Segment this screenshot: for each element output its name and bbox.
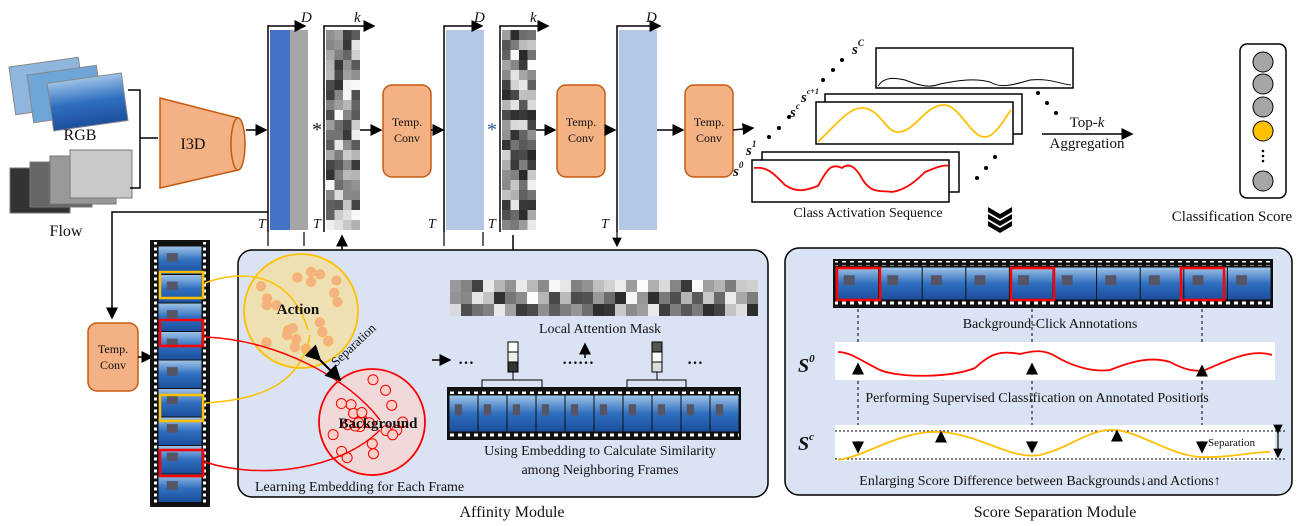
separation-label-right: Separation: [1208, 437, 1256, 449]
svg-text:sc: sc: [789, 101, 800, 121]
feature-map-1: [267, 20, 308, 232]
cas-label: Class Activation Sequence: [793, 206, 942, 221]
sc-label: Sc: [798, 431, 814, 455]
i3d-backbone: [159, 97, 246, 189]
enlarging-label: Enlarging Score Difference between Backg…: [859, 474, 1220, 489]
similarity-label-2: among Neighboring Frames: [521, 463, 678, 478]
ellipsis-3: …: [687, 351, 703, 368]
temp-conv-3: Temp. Conv: [684, 84, 734, 178]
frame-filmstrip-annotated: [833, 259, 1273, 308]
frame-filmstrip-vertical: [150, 240, 210, 507]
svg-text:Conv: Conv: [568, 131, 594, 145]
dim-d-3: D: [645, 10, 657, 26]
dim-t-3: T: [428, 217, 437, 232]
temp-conv-2: Temp. Conv: [556, 84, 606, 178]
temp-conv-embedding: Temp. Conv: [87, 322, 139, 392]
cas-labels: s0 s1 sc sc+1 sC: [732, 38, 865, 180]
input-merge-line: [128, 89, 158, 189]
classification-score-label: Classification Score: [1172, 209, 1293, 225]
chevron-down-icon: [988, 207, 1012, 233]
separation-arrow: [304, 344, 342, 382]
background-label: Background: [339, 416, 419, 432]
dim-k-2: k: [530, 10, 537, 26]
svg-text:Conv: Conv: [696, 131, 722, 145]
dim-t-4: T: [488, 217, 497, 232]
cas-dots: [767, 58, 1058, 180]
rgb-frames: [8, 56, 129, 132]
attention-weights-1: [326, 30, 360, 230]
annotations-label: Background-Click Annotations: [963, 317, 1138, 332]
frame-filmstrip-affinity: [447, 387, 741, 440]
i3d-label: I3D: [181, 136, 206, 153]
affinity-module-title: Affinity Module: [459, 504, 564, 521]
svg-text:sc+1: sc+1: [800, 87, 819, 106]
local-attention-mask: [450, 280, 758, 316]
temp-conv-1: Temp. Conv: [382, 84, 432, 178]
conv-operator-1: *: [312, 119, 322, 141]
classification-score-vector: [1239, 43, 1287, 199]
svg-text:Conv: Conv: [394, 131, 420, 145]
mask-label: Local Attention Mask: [539, 322, 661, 337]
s0-label: S0: [798, 353, 815, 377]
flow-label: Flow: [50, 223, 83, 240]
rgb-label: RGB: [64, 127, 97, 144]
topk-label: Top-k: [1070, 115, 1105, 131]
similarity-label-1: Using Embedding to Calculate Similarity: [484, 444, 716, 459]
feature-map-3: [616, 20, 662, 232]
similarity-vector-2: [626, 341, 687, 387]
similarity-vector-1: [481, 341, 543, 387]
svg-text:Temp.: Temp.: [694, 115, 724, 129]
svg-text:Temp.: Temp.: [566, 115, 596, 129]
feature-map-2: [443, 20, 484, 232]
svg-text:sC: sC: [851, 38, 865, 58]
dim-t-5: T: [601, 217, 610, 232]
svg-text:s0: s0: [732, 160, 744, 180]
ellipsis-1: …: [458, 351, 474, 368]
conv-operator-2: *: [487, 119, 497, 141]
dim-k-1: k: [354, 10, 361, 26]
svg-text:s1: s1: [745, 139, 756, 159]
svg-text:Conv: Conv: [100, 358, 126, 372]
dim-d-2: D: [473, 10, 485, 26]
dim-t-2: T: [313, 217, 322, 232]
embedding-label: Learning Embedding for Each Frame: [255, 480, 464, 495]
action-label: Action: [277, 302, 320, 318]
score-separation-title: Score Separation Module: [974, 504, 1137, 521]
ellipsis-2: ……: [562, 351, 594, 368]
svg-text:Temp.: Temp.: [392, 115, 422, 129]
attention-weights-2: [502, 30, 536, 230]
supervised-label: Performing Supervised Classification on …: [865, 391, 1208, 406]
class-activation-sequence: [751, 47, 1074, 203]
dim-d-1: D: [300, 10, 312, 26]
svg-text:Temp.: Temp.: [98, 342, 128, 356]
aggregation-label: Aggregation: [1050, 136, 1125, 152]
dim-t-1: T: [258, 217, 267, 232]
flow-frames: [9, 149, 133, 214]
